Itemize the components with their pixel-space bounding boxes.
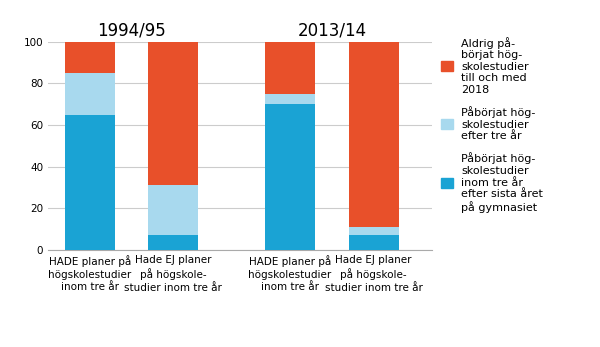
Bar xyxy=(265,42,315,94)
Legend: Aldrig på-
börjat hög-
skolestudier
till och med
2018, Påbörjat hög-
skolestudie: Aldrig på- börjat hög- skolestudier till… xyxy=(442,37,543,213)
Bar xyxy=(349,235,398,250)
Text: 2013/14: 2013/14 xyxy=(297,22,367,40)
Bar xyxy=(148,235,198,250)
Bar xyxy=(148,185,198,235)
Bar xyxy=(65,115,115,250)
Text: 1994/95: 1994/95 xyxy=(97,22,166,40)
Bar xyxy=(349,227,398,235)
Bar xyxy=(265,104,315,250)
Bar xyxy=(349,42,398,227)
Bar xyxy=(65,73,115,115)
Bar xyxy=(148,42,198,185)
Bar xyxy=(65,42,115,73)
Bar xyxy=(265,94,315,104)
